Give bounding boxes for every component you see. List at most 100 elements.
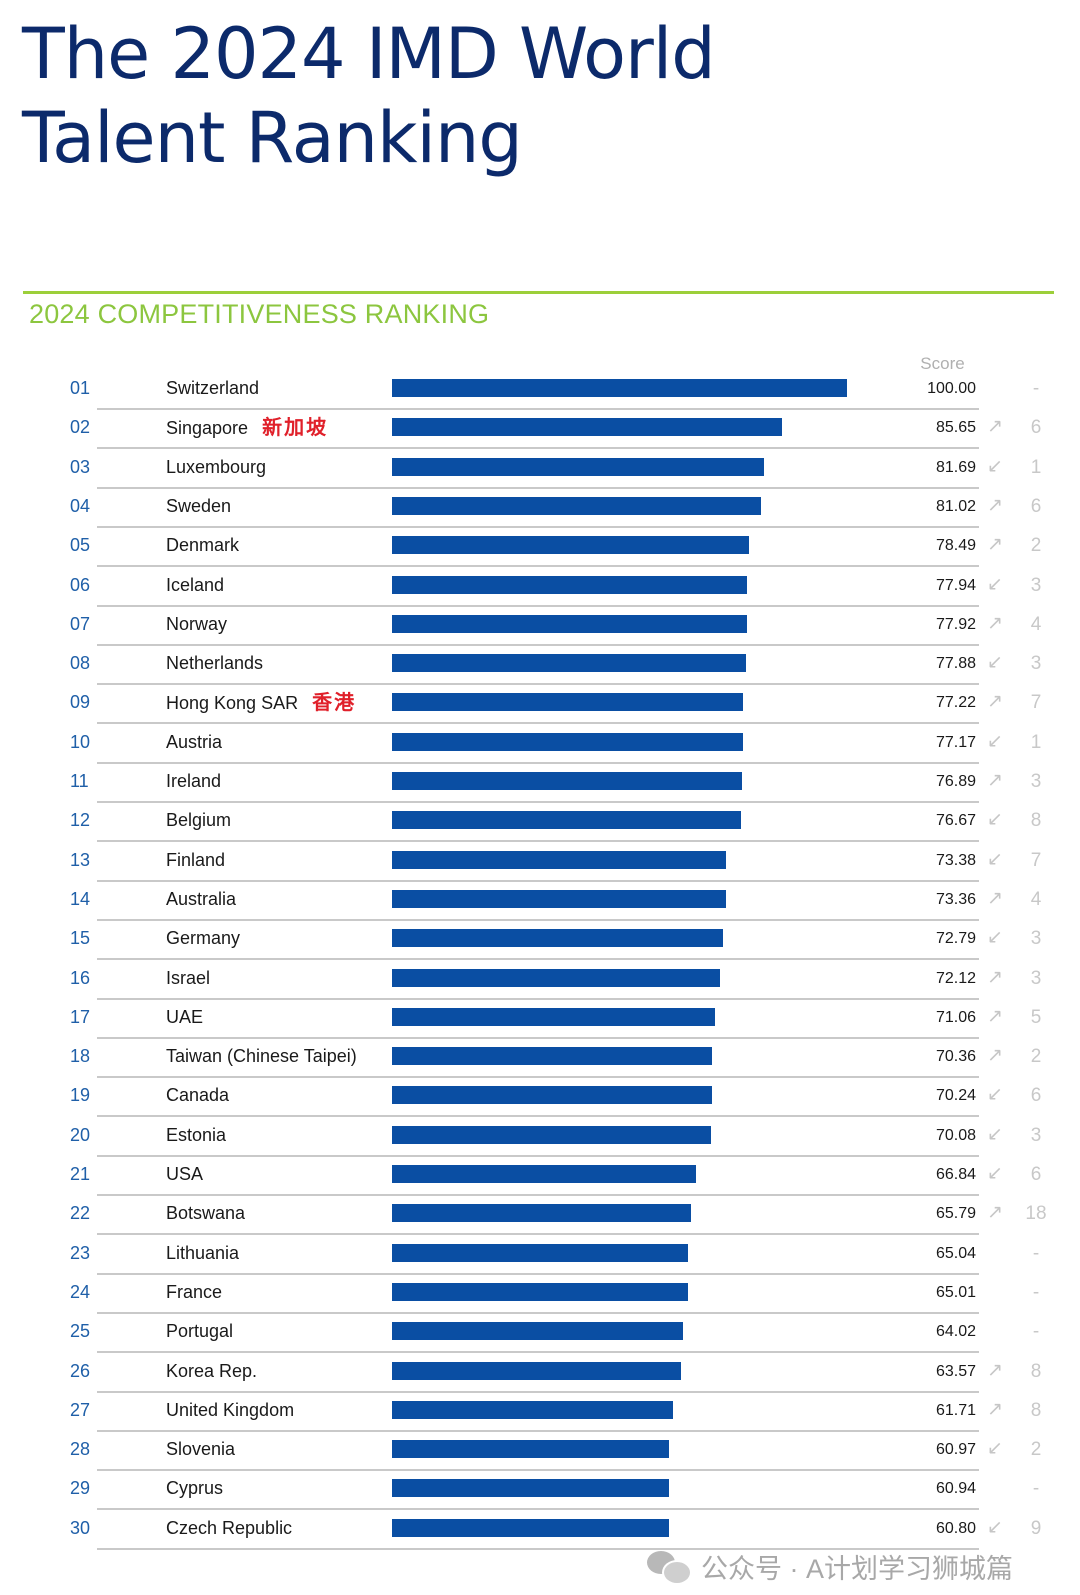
rank-change: 2	[1030, 535, 1042, 557]
country-label: Switzerland	[166, 378, 259, 398]
row-divider	[97, 525, 979, 528]
country-label: Lithuania	[166, 1243, 239, 1263]
country-name: Botswana	[166, 1203, 246, 1224]
country-name: Canada	[166, 1085, 230, 1106]
score-bar	[392, 1086, 712, 1105]
rank-label: 12	[70, 810, 91, 831]
rank-change: 8	[1030, 1399, 1042, 1421]
trend-down-arrow-icon: ↙	[987, 455, 1003, 477]
rank-change: 3	[1030, 928, 1042, 950]
row-divider	[97, 1233, 979, 1236]
country-annotation: 新加坡	[262, 415, 329, 440]
ranking-row: 17 UAE 71.06 ↗ 5	[0, 1005, 1080, 1047]
country-name: USA	[166, 1164, 204, 1184]
score-value: 85.65	[935, 419, 976, 437]
trend-down-arrow-icon: ↙	[987, 848, 1003, 870]
country-name: Cyprus	[166, 1478, 224, 1499]
ranking-row: 30 Czech Republic 60.80 ↙ 9	[0, 1517, 1080, 1558]
score-bar	[392, 1440, 670, 1459]
score-bar	[392, 1282, 688, 1301]
ranking-row: 02 Singapore 新加坡 85.65 ↗ 6	[0, 417, 1080, 457]
country-label: Portugal	[166, 1321, 233, 1341]
country-name: Korea Rep.	[166, 1360, 258, 1381]
rank-change: 6	[1030, 1164, 1042, 1185]
rank-label: 07	[70, 613, 91, 634]
score-bar	[392, 1204, 692, 1223]
page-title: The 2024 IMD World Talent Ranking	[22, 12, 822, 180]
rank-change: 3	[1030, 653, 1042, 675]
score-bar	[392, 1243, 688, 1262]
rank-change: 5	[1030, 1006, 1042, 1028]
trend-up-arrow-icon: ↗	[987, 1359, 1003, 1381]
rank-label: 04	[70, 495, 91, 516]
country-label: Korea Rep.	[166, 1361, 257, 1381]
rank-label: 25	[70, 1321, 91, 1342]
row-divider	[97, 408, 979, 410]
country-label: Hong Kong SAR 香港	[166, 692, 356, 713]
section-divider	[23, 291, 1054, 294]
country-label: Slovenia	[166, 1439, 235, 1459]
country-label: Iceland	[166, 575, 224, 595]
trend-down-arrow-icon: ↙	[987, 1084, 1003, 1106]
ranking-row: 05 Denmark 78.49 ↗ 2	[0, 535, 1080, 575]
country-name: UAE	[166, 1006, 204, 1027]
rank-label: 15	[70, 928, 91, 949]
country-label: France	[166, 1282, 222, 1302]
ranking-row: 12 Belgium 76.67 ↙ 8	[0, 810, 1080, 850]
country-label: Belgium	[166, 810, 231, 830]
country-label: Botswana	[166, 1203, 245, 1223]
rank-label: 13	[70, 849, 91, 870]
ranking-row: 09 Hong Kong SAR 香港 77.22 ↗ 7	[0, 692, 1080, 732]
score-value: 70.24	[935, 1087, 976, 1105]
score-value: 81.02	[935, 497, 976, 515]
score-value: 73.36	[935, 890, 976, 908]
ranking-row: 04 Sweden 81.02 ↗ 6	[0, 494, 1080, 536]
country-label: Luxembourg	[166, 457, 266, 477]
page-title-line-1: The 2024 IMD World	[22, 13, 716, 95]
ranking-row: 08 Netherlands 77.88 ↙ 3	[0, 653, 1080, 693]
trend-up-arrow-icon: ↗	[987, 494, 1003, 516]
row-divider	[97, 958, 979, 961]
score-bar	[392, 496, 761, 515]
rank-label: 16	[70, 967, 91, 988]
row-divider	[97, 643, 979, 646]
trend-up-arrow-icon: ↗	[987, 534, 1003, 556]
score-bar	[392, 1400, 673, 1419]
score-value: 72.79	[935, 930, 976, 948]
ranking-row: 15 Germany 72.79 ↙ 3	[0, 928, 1080, 968]
row-divider	[97, 1076, 979, 1079]
rank-label: 19	[70, 1085, 91, 1106]
row-divider	[97, 1390, 979, 1393]
rank-change: 6	[1030, 417, 1042, 439]
country-name: Estonia	[166, 1124, 227, 1145]
rank-change: 18	[1025, 1203, 1047, 1225]
country-name: Austria	[166, 731, 223, 752]
trend-up-arrow-icon: ↗	[987, 1005, 1003, 1027]
row-divider	[97, 997, 979, 1000]
country-name: Slovenia	[166, 1439, 236, 1460]
rank-label: 23	[70, 1242, 91, 1263]
rank-change: 8	[1030, 1360, 1042, 1382]
ranking-row: 29 Cyprus 60.94 -	[0, 1478, 1080, 1518]
score-bar	[392, 1361, 682, 1380]
score-bar	[392, 536, 750, 555]
score-bar	[392, 418, 782, 437]
country-name: Lithuania	[166, 1242, 240, 1263]
trend-down-arrow-icon: ↙	[987, 652, 1003, 674]
ranking-row: 20 Estonia 70.08 ↙ 3	[0, 1124, 1080, 1165]
row-divider	[97, 840, 979, 843]
ranking-row: 26 Korea Rep. 63.57 ↗ 8	[0, 1359, 1080, 1401]
row-divider	[97, 761, 979, 764]
country-label: Australia	[166, 889, 236, 909]
country-label: Estonia	[166, 1125, 226, 1145]
row-divider	[97, 918, 979, 921]
ranking-row: 07 Norway 77.92 ↗ 4	[0, 613, 1080, 654]
ranking-row: 25 Portugal 64.02 -	[0, 1321, 1080, 1361]
trend-up-arrow-icon: ↗	[987, 691, 1003, 713]
country-label: Netherlands	[166, 653, 263, 673]
score-value: 81.69	[935, 458, 976, 476]
country-name: Denmark	[166, 535, 240, 556]
rank-change: 9	[1030, 1517, 1042, 1539]
trend-down-arrow-icon: ↙	[987, 809, 1003, 831]
score-value: 60.97	[935, 1441, 976, 1459]
